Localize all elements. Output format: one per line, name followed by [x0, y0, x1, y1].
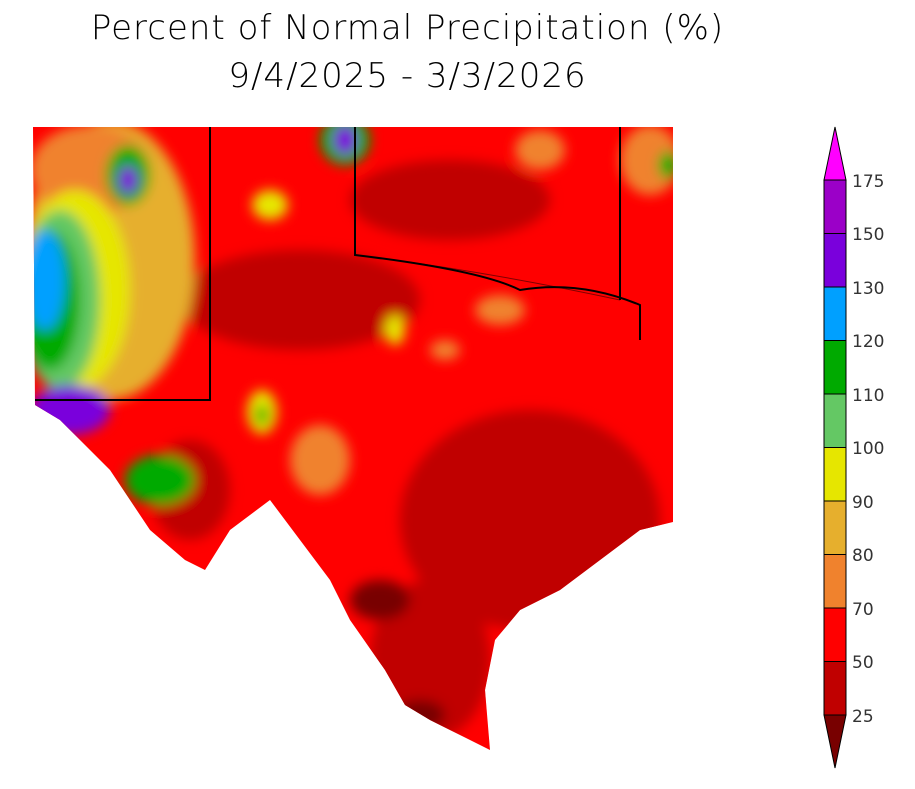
colorbar-band	[823, 233, 847, 288]
colorbar-label: 70	[852, 600, 874, 620]
colorbar-underflow-arrow	[823, 714, 847, 769]
colorbar-label: 90	[852, 493, 874, 513]
colorbar-band	[823, 393, 847, 448]
colorbar-label: 175	[852, 172, 884, 192]
colorbar-band	[823, 340, 847, 395]
colorbar-label: 110	[852, 386, 884, 406]
colorbar-band	[823, 447, 847, 502]
colorbar-band	[823, 661, 847, 716]
colorbar-label: 50	[852, 653, 874, 673]
colorbar-label: 100	[852, 439, 884, 459]
map-title: Percent of Normal Precipitation (%)	[90, 8, 725, 48]
colorbar-band	[823, 554, 847, 609]
colorbar-band	[823, 286, 847, 341]
colorbar	[823, 126, 847, 769]
colorbar-label: 130	[852, 279, 884, 299]
colorbar-labels: 175 150 130 120 110 100 90 80 70 50 25	[852, 172, 884, 727]
colorbar-overflow-arrow	[823, 126, 847, 181]
colorbar-label: 150	[852, 225, 884, 245]
colorbar-band	[823, 179, 847, 234]
colorbar-label: 25	[852, 707, 874, 727]
colorbar-label: 120	[852, 332, 884, 352]
colorbar-band	[823, 500, 847, 555]
precip-field	[33, 127, 673, 750]
state-borders	[35, 127, 641, 401]
date-range-subtitle: 9/4/2025 - 3/3/2026	[228, 56, 587, 96]
colorbar-label: 80	[852, 546, 874, 566]
colorbar-band	[823, 607, 847, 662]
